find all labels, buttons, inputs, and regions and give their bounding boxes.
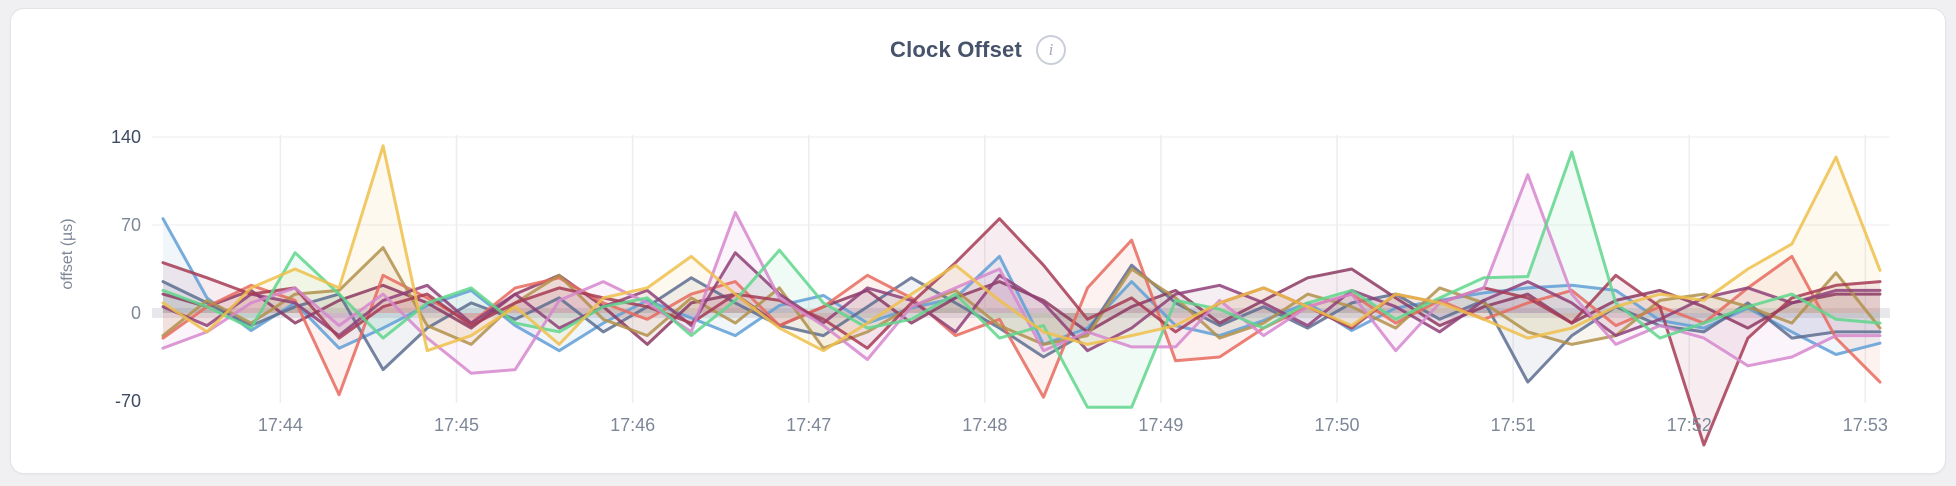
info-icon[interactable]: i	[1035, 35, 1066, 65]
series-area-node-orchid	[163, 174, 1880, 374]
series-line-node-wine	[161, 267, 1882, 346]
series-line-node-orchid	[161, 173, 1882, 375]
chart-title: Clock Offset	[890, 37, 1022, 62]
series-area-node-coral	[163, 240, 1880, 398]
x-tick-label: 17:45	[434, 415, 479, 435]
series-area-node-olive	[163, 247, 1880, 349]
series-line-node-blue	[161, 217, 1882, 356]
x-tick-label: 17:49	[1138, 415, 1183, 435]
series-area-node-green	[163, 152, 1880, 408]
zero-band	[152, 308, 1890, 318]
y-tick-label: -70	[115, 391, 141, 411]
x-tick-label: 17:44	[258, 415, 303, 435]
info-icon-glyph: i	[1048, 40, 1054, 59]
y-tick-label: 70	[121, 215, 141, 235]
x-tick-label: 17:46	[610, 415, 655, 435]
x-tick-label: 17:48	[962, 415, 1007, 435]
series-area-node-slate	[163, 265, 1880, 383]
series-line-node-gold	[161, 144, 1882, 353]
series-line-node-maroon	[161, 217, 1882, 447]
x-tick-label: 17:50	[1314, 415, 1359, 435]
x-tick-label: 17:51	[1491, 415, 1536, 435]
x-tick-label: 17:52	[1667, 415, 1712, 435]
series-area-node-blue	[163, 218, 1880, 355]
y-tick-label: 0	[131, 303, 141, 323]
x-tick-label: 17:53	[1843, 415, 1888, 435]
series-area-node-maroon	[163, 218, 1880, 445]
x-tick-label: 17:47	[786, 415, 831, 435]
y-axis-title: offset (µs)	[59, 218, 76, 290]
y-tick-label: 140	[111, 127, 141, 147]
series-line-node-green	[161, 150, 1882, 409]
chart-header: Clock Offset i	[11, 35, 1945, 65]
series-line-node-olive	[161, 246, 1882, 350]
